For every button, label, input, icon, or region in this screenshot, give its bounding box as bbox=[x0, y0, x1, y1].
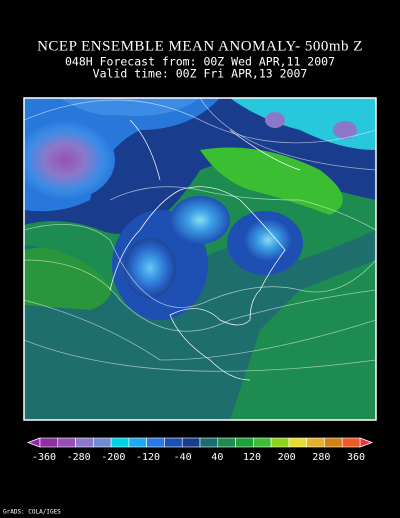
colorbar-segment bbox=[341, 437, 361, 448]
colorbar-label: 280 bbox=[312, 452, 330, 463]
colorbar-segment bbox=[93, 437, 112, 448]
colorbar-segment bbox=[235, 437, 254, 448]
colorbar-label: -280 bbox=[67, 452, 91, 463]
colorbar-label: 40 bbox=[211, 452, 223, 463]
colorbar-segment bbox=[199, 437, 219, 448]
valid-line: Valid time: 00Z Fri APR,13 2007 bbox=[93, 67, 308, 81]
colorbar-segment bbox=[110, 437, 130, 448]
colorbar-segment bbox=[57, 437, 76, 448]
colorbar-segment bbox=[75, 437, 94, 448]
colorbar-segment bbox=[288, 437, 307, 448]
colorbar-segment bbox=[324, 437, 343, 448]
map-frame bbox=[23, 97, 377, 421]
colorbar-label: -360 bbox=[32, 452, 56, 463]
forecast-line: 048H Forecast from: 00Z Wed APR,11 2007 bbox=[65, 55, 335, 69]
colorbar-segment bbox=[128, 437, 147, 448]
colorbar-label: -120 bbox=[136, 452, 160, 463]
title: NCEP ENSEMBLE MEAN ANOMALY- 500mb Z bbox=[37, 38, 363, 54]
footer: GrADS: COLA/IGES bbox=[3, 509, 61, 516]
colorbar-segment bbox=[217, 437, 236, 448]
map bbox=[24, 98, 376, 420]
colorbar-label: 120 bbox=[243, 452, 261, 463]
colorbar-segment bbox=[181, 437, 201, 448]
colorbar-segment bbox=[39, 437, 59, 448]
colorbar: -360 -280 -200 -120 -40 40 120 200 280 360 bbox=[26, 437, 374, 463]
colorbar-segment bbox=[253, 437, 272, 448]
colorbar-label: -200 bbox=[101, 452, 125, 463]
colorbar-segment bbox=[270, 437, 290, 448]
colorbar-label: 360 bbox=[347, 452, 365, 463]
colorbar-segment bbox=[306, 437, 325, 448]
colorbar-label: -40 bbox=[174, 452, 192, 463]
colorbar-label: 200 bbox=[278, 452, 296, 463]
colorbar-segment bbox=[146, 437, 165, 448]
colorbar-segment bbox=[164, 437, 183, 448]
